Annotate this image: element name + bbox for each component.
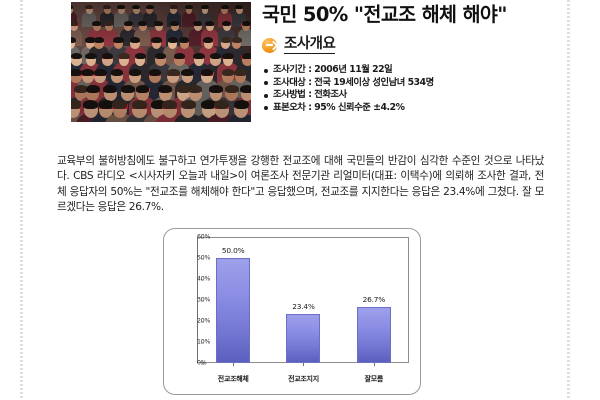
article-header: 국민 50% "전교조 해체 해야" 조사개요 조사기간 : 2006년 11월… [71,2,541,123]
protest-crowd-photo [71,2,251,122]
chart-y-tick: 60% [197,233,211,241]
list-item: 표본오차 : 95% 신뢰수준 ±4.2% [264,102,541,115]
chart-bar-value-label: 23.4% [292,301,315,311]
chart-y-tick: 10% [197,338,211,346]
chart-bars: 50.0% 전교조해체 23.4% 전교조지지 26.7% 잘모름 [198,237,409,383]
chart-bar [356,306,391,363]
chart-x-tick [373,363,375,366]
chart-x-tick [233,363,235,366]
circle-arrow-right-icon [262,38,277,53]
survey-facts-list: 조사기간 : 2006년 11월 22일 조사대상 : 전국 19세이상 성인남… [264,64,541,114]
chart-bar-value-label: 26.7% [362,294,386,304]
chart-bar-group: 23.4% 전교조지지 [268,237,338,383]
chart-x-tick-label: 전교조지지 [288,375,319,383]
page-left-rule [20,0,23,400]
chart-y-tick: 0% [197,359,207,367]
list-item: 조사대상 : 전국 19세이상 성인남녀 534명 [264,77,541,90]
section-heading: 조사개요 [262,37,541,54]
chart-bar-group: 50.0% 전교조해체 [198,237,268,383]
chart-panel: 0% 10% 20% 30% 40% 50% 60% 50.0% 전교조해체 23.4% 전교조지… [163,228,421,395]
chart-y-tick: 30% [197,296,211,304]
chart-x-tick [303,363,305,366]
list-item: 조사기간 : 2006년 11월 22일 [264,64,541,77]
page-title: 국민 50% "전교조 해체 해야" [262,3,507,26]
chart-y-axis [197,237,198,363]
chart-bar-value-label: 50.0% [221,246,245,255]
list-item: 조사방법 : 전화조사 [264,89,541,102]
chart-x-tick-label: 잘모름 [364,375,384,383]
headline-block: 국민 50% "전교조 해체 해야" 조사개요 조사기간 : 2006년 11월… [262,2,541,114]
section-title: 조사개요 [284,36,336,54]
chart-bar [216,258,251,363]
chart-y-tick: 20% [197,317,211,325]
chart-bar-group: 26.7% 잘모름 [339,237,409,383]
page-right-rule [567,0,570,400]
chart-y-tick: 50% [197,254,211,262]
article-body: 교육부의 불허방침에도 불구하고 연가투쟁을 강행한 전교조에 대해 국민들의 … [57,154,544,214]
chart-x-tick-label: 전교조해체 [217,375,249,383]
chart-bar [286,313,321,363]
chart-y-tick: 40% [197,275,211,283]
